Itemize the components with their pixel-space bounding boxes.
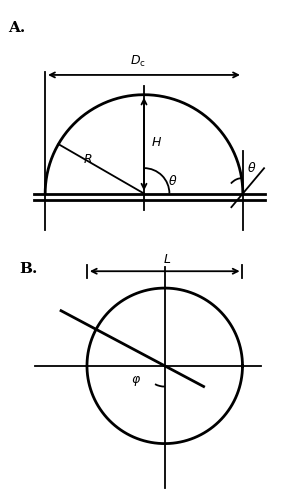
Text: B.: B. [20,262,38,276]
Text: $\theta$: $\theta$ [247,161,257,175]
Text: $H$: $H$ [151,136,162,148]
Text: $R$: $R$ [83,153,93,166]
Text: $L$: $L$ [163,253,171,266]
Text: $D_{\mathrm{c}}$: $D_{\mathrm{c}}$ [130,54,146,70]
Text: $\theta$: $\theta$ [168,174,177,188]
Text: A.: A. [8,22,26,36]
Text: $\varphi$: $\varphi$ [131,374,141,388]
